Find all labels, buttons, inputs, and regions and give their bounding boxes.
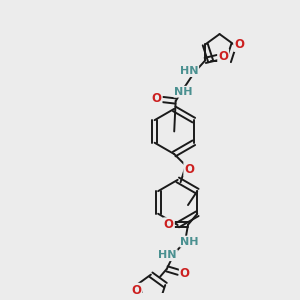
Text: O: O [132, 284, 142, 297]
Text: NH: NH [180, 237, 199, 247]
Text: O: O [180, 267, 190, 280]
Text: O: O [152, 92, 161, 105]
Text: HN: HN [180, 66, 198, 76]
Text: HN: HN [158, 250, 177, 260]
Text: O: O [184, 163, 194, 176]
Text: O: O [164, 218, 174, 231]
Text: NH: NH [174, 87, 193, 97]
Text: O: O [234, 38, 244, 51]
Text: O: O [218, 50, 228, 63]
